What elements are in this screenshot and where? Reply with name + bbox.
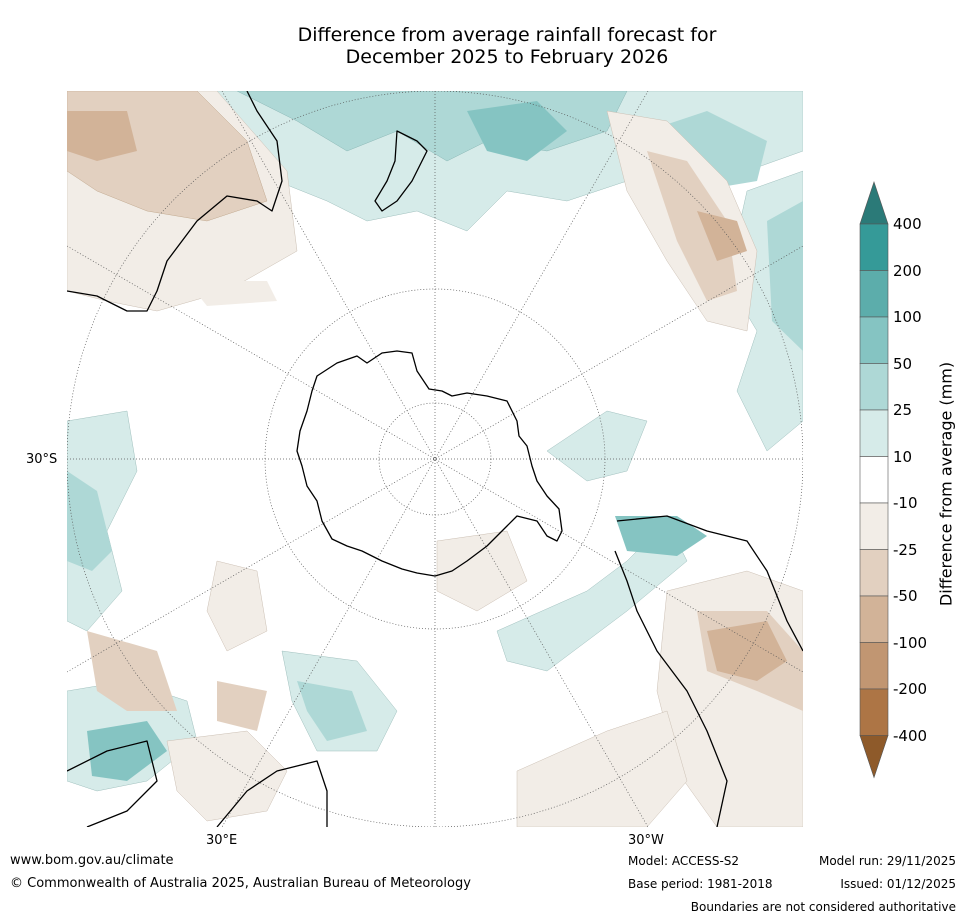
colorbar-bin: [859, 409, 889, 457]
africa-outline: [67, 740, 328, 827]
latitude-label-30s: 30°S: [26, 452, 58, 467]
colorbar-tick-label: -50: [893, 587, 918, 605]
colorbar-bin: [859, 688, 889, 736]
colorbar-bin: [859, 502, 889, 550]
south-america-outline: [614, 515, 803, 827]
colorbar-tick-label: -400: [893, 726, 928, 745]
colorbar-tick-label: 400: [893, 215, 922, 233]
model-run-date: Model run: 29/11/2025: [818, 854, 956, 868]
colorbar-bin: [859, 735, 889, 779]
colorbar-tick-label: 50: [893, 354, 913, 373]
map-title-line-2: December 2025 to February 2026: [345, 46, 669, 68]
colorbar-bin: [859, 456, 889, 504]
colorbar-tick-label: -25: [893, 540, 918, 559]
rainfall-anomaly-map: [67, 91, 803, 827]
longitude-label-30e: 30°E: [206, 833, 238, 848]
colorbar-bin: [859, 223, 889, 271]
colorbar-tick-label: 25: [893, 401, 913, 419]
drier-than-average-regions: [67, 91, 803, 827]
copyright-text: © Commonwealth of Australia 2025, Austra…: [10, 876, 471, 891]
colorbar-bin: [859, 181, 889, 225]
colorbar-tick-label: 100: [893, 308, 922, 326]
colorbar-title: Difference from average (mm): [936, 361, 956, 607]
model-name: Model: ACCESS-S2: [628, 854, 740, 868]
colorbar-bin: [859, 270, 889, 318]
colorbar-tick-label: 200: [893, 261, 922, 280]
graticule: [67, 91, 803, 827]
australia-outline: [67, 91, 283, 312]
website-link[interactable]: www.bom.gov.au/climate: [10, 853, 174, 868]
coastlines: [67, 91, 803, 827]
colorbar-bin: [859, 363, 889, 411]
boundary-disclaimer: Boundaries are not considered authoritat…: [690, 900, 956, 914]
longitude-label-30w: 30°W: [628, 833, 664, 848]
map-title-line-1: Difference from average rainfall forecas…: [297, 24, 717, 46]
colorbar-bin: [859, 595, 889, 643]
colorbar-bin: [859, 316, 889, 364]
colorbar-tick-label: -100: [893, 633, 928, 652]
antarctica-outline: [296, 350, 563, 577]
colorbar-bin: [859, 642, 889, 690]
colorbar-tick-label: -200: [893, 680, 928, 698]
wetter-than-average-regions: [67, 91, 803, 792]
issued-date: Issued: 01/12/2025: [840, 877, 956, 891]
colorbar-tick-label: -10: [893, 494, 918, 512]
colorbar-bin: [859, 549, 889, 597]
new-zealand-outline: [374, 130, 428, 212]
colorbar-tick-label: 10: [893, 447, 913, 466]
colorbar: [859, 181, 889, 779]
base-period: Base period: 1981-2018: [628, 877, 773, 891]
